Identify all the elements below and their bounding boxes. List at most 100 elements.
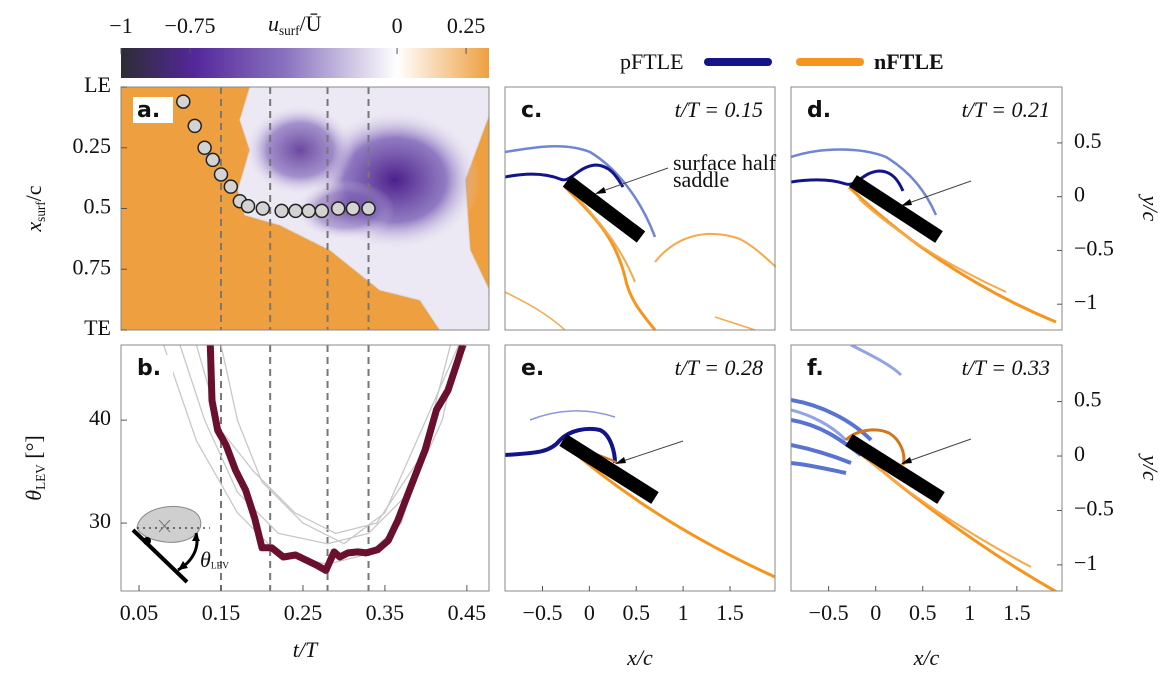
x-tick-label: 0.15	[202, 600, 241, 625]
x-tick-label: 1	[964, 600, 975, 625]
x-tick-label: 1.5	[1003, 600, 1031, 625]
y-tick-label: −0.5	[1074, 495, 1114, 520]
title-bg	[916, 95, 1054, 127]
ftle-field	[505, 410, 776, 579]
x-tick-label: −0.5	[809, 600, 849, 625]
y-tick-label: LE	[84, 72, 111, 97]
x-axis-label: t/T	[293, 637, 319, 662]
y-axis-label-base: x	[21, 222, 46, 233]
y-tick-label: 0	[1074, 441, 1085, 466]
y-axis-label-rest: /c	[21, 185, 46, 201]
lev-angle-line	[162, 345, 452, 565]
x-tick-label: −0.5	[523, 600, 563, 625]
lev-angle-line	[179, 345, 460, 545]
plot-frame	[120, 344, 490, 592]
surface-saddle-point	[197, 140, 212, 155]
colorbar	[121, 48, 489, 78]
y-tick-label: 0.5	[1074, 387, 1102, 412]
y-axis-label: xsurf/c	[21, 185, 48, 232]
y-tick-label: 30	[89, 508, 111, 533]
y-axis-label: y/c	[1138, 453, 1163, 481]
surface-saddle-point	[274, 203, 289, 219]
y-axis-label: y/c	[1138, 194, 1163, 222]
colorbar-tick-label: −1	[109, 13, 132, 38]
title-bg	[916, 353, 1054, 385]
lev-angle-line	[206, 345, 467, 574]
title-bg	[629, 353, 767, 385]
colorbar-label-sub: surf	[279, 23, 300, 38]
y-tick-label: 0.75	[73, 254, 112, 279]
x-tick-label: 0.5	[623, 600, 651, 625]
surface-saddle-point	[330, 201, 346, 216]
inset-angle-label: θLEV	[200, 547, 229, 572]
y-axis-label-base: θ	[21, 490, 46, 501]
lev-angle-line	[220, 345, 460, 545]
ftle-field	[505, 144, 776, 331]
y-axis-label-sub: LEV	[33, 464, 48, 490]
panel-label-bg	[517, 355, 557, 381]
surface-saddle-point	[345, 201, 361, 216]
surface-saddle-point	[176, 94, 191, 109]
y-tick-label: −1	[1074, 289, 1097, 314]
colorbar-tick-label: −0.75	[165, 13, 216, 38]
x-tick-label: 0.35	[366, 600, 405, 625]
surface-saddle-point	[361, 201, 376, 216]
surface-saddle-point	[314, 203, 330, 219]
surface-saddle-point	[223, 179, 239, 194]
x-tick-label: 0	[870, 600, 881, 625]
y-tick-label: −0.5	[1074, 235, 1114, 260]
y-tick-label: TE	[84, 315, 111, 340]
ftle-field	[791, 148, 1057, 324]
x-tick-label: 0	[584, 600, 595, 625]
panel-label-bg	[517, 97, 557, 123]
surface-saddle-point	[240, 198, 256, 214]
plot-frame	[504, 344, 776, 592]
y-tick-label: 0.25	[73, 133, 112, 158]
title-bg	[629, 95, 767, 127]
x-tick-label: 0.25	[284, 600, 323, 625]
y-tick-label: 0.5	[84, 194, 112, 219]
surface-saddle-point	[255, 201, 271, 216]
ftle-field	[791, 345, 1059, 591]
colorbar-tick-label: 0	[392, 13, 403, 38]
x-axis-label: x/c	[913, 645, 940, 670]
colorbar-label-base: u	[268, 11, 279, 36]
panel-label-bg	[803, 355, 843, 381]
panel-label: e.	[521, 356, 544, 381]
plot-frame	[790, 344, 1063, 592]
plot-frame	[790, 86, 1063, 331]
panel-label: f.	[807, 356, 824, 381]
colorbar-label-rest: /Ū	[300, 11, 322, 36]
y-tick-label: 0.5	[1074, 128, 1102, 153]
x-tick-label: 0.45	[448, 600, 487, 625]
y-tick-label: 0	[1074, 182, 1085, 207]
surface-saddle-point	[205, 152, 221, 168]
x-tick-label: 1	[678, 600, 689, 625]
panel-label-bg	[133, 97, 173, 123]
panel-label: c.	[521, 98, 542, 123]
panel-label: b.	[137, 356, 161, 381]
legend-label: pFTLE	[620, 49, 684, 74]
y-axis-label-rest: [°]	[21, 435, 46, 464]
annotation: surface half	[673, 150, 777, 175]
y-axis-label-sub: surf	[33, 201, 48, 222]
panel-title: t/T = 0.28	[675, 355, 763, 380]
colorbar-tick-label: 0.25	[447, 13, 486, 38]
inset-angle-label-base: θ	[200, 547, 211, 572]
x-axis-label: x/c	[626, 645, 653, 670]
y-tick-label: 40	[89, 405, 111, 430]
panel-label: a.	[137, 98, 160, 123]
x-tick-label: 1.5	[716, 600, 744, 625]
y-tick-label: −1	[1074, 550, 1097, 575]
surface-saddle-point	[213, 167, 229, 182]
surface-saddle-point	[187, 118, 203, 134]
line-series-group	[162, 345, 468, 574]
panel-label-bg	[803, 97, 843, 123]
panel-label: d.	[807, 98, 831, 123]
x-tick-label: 0.05	[120, 600, 159, 625]
plot-frame	[504, 86, 776, 331]
surface-saddle-point	[288, 203, 303, 219]
surface-saddle-point	[301, 203, 316, 219]
colorbar-label: usurf/Ū	[268, 11, 322, 38]
